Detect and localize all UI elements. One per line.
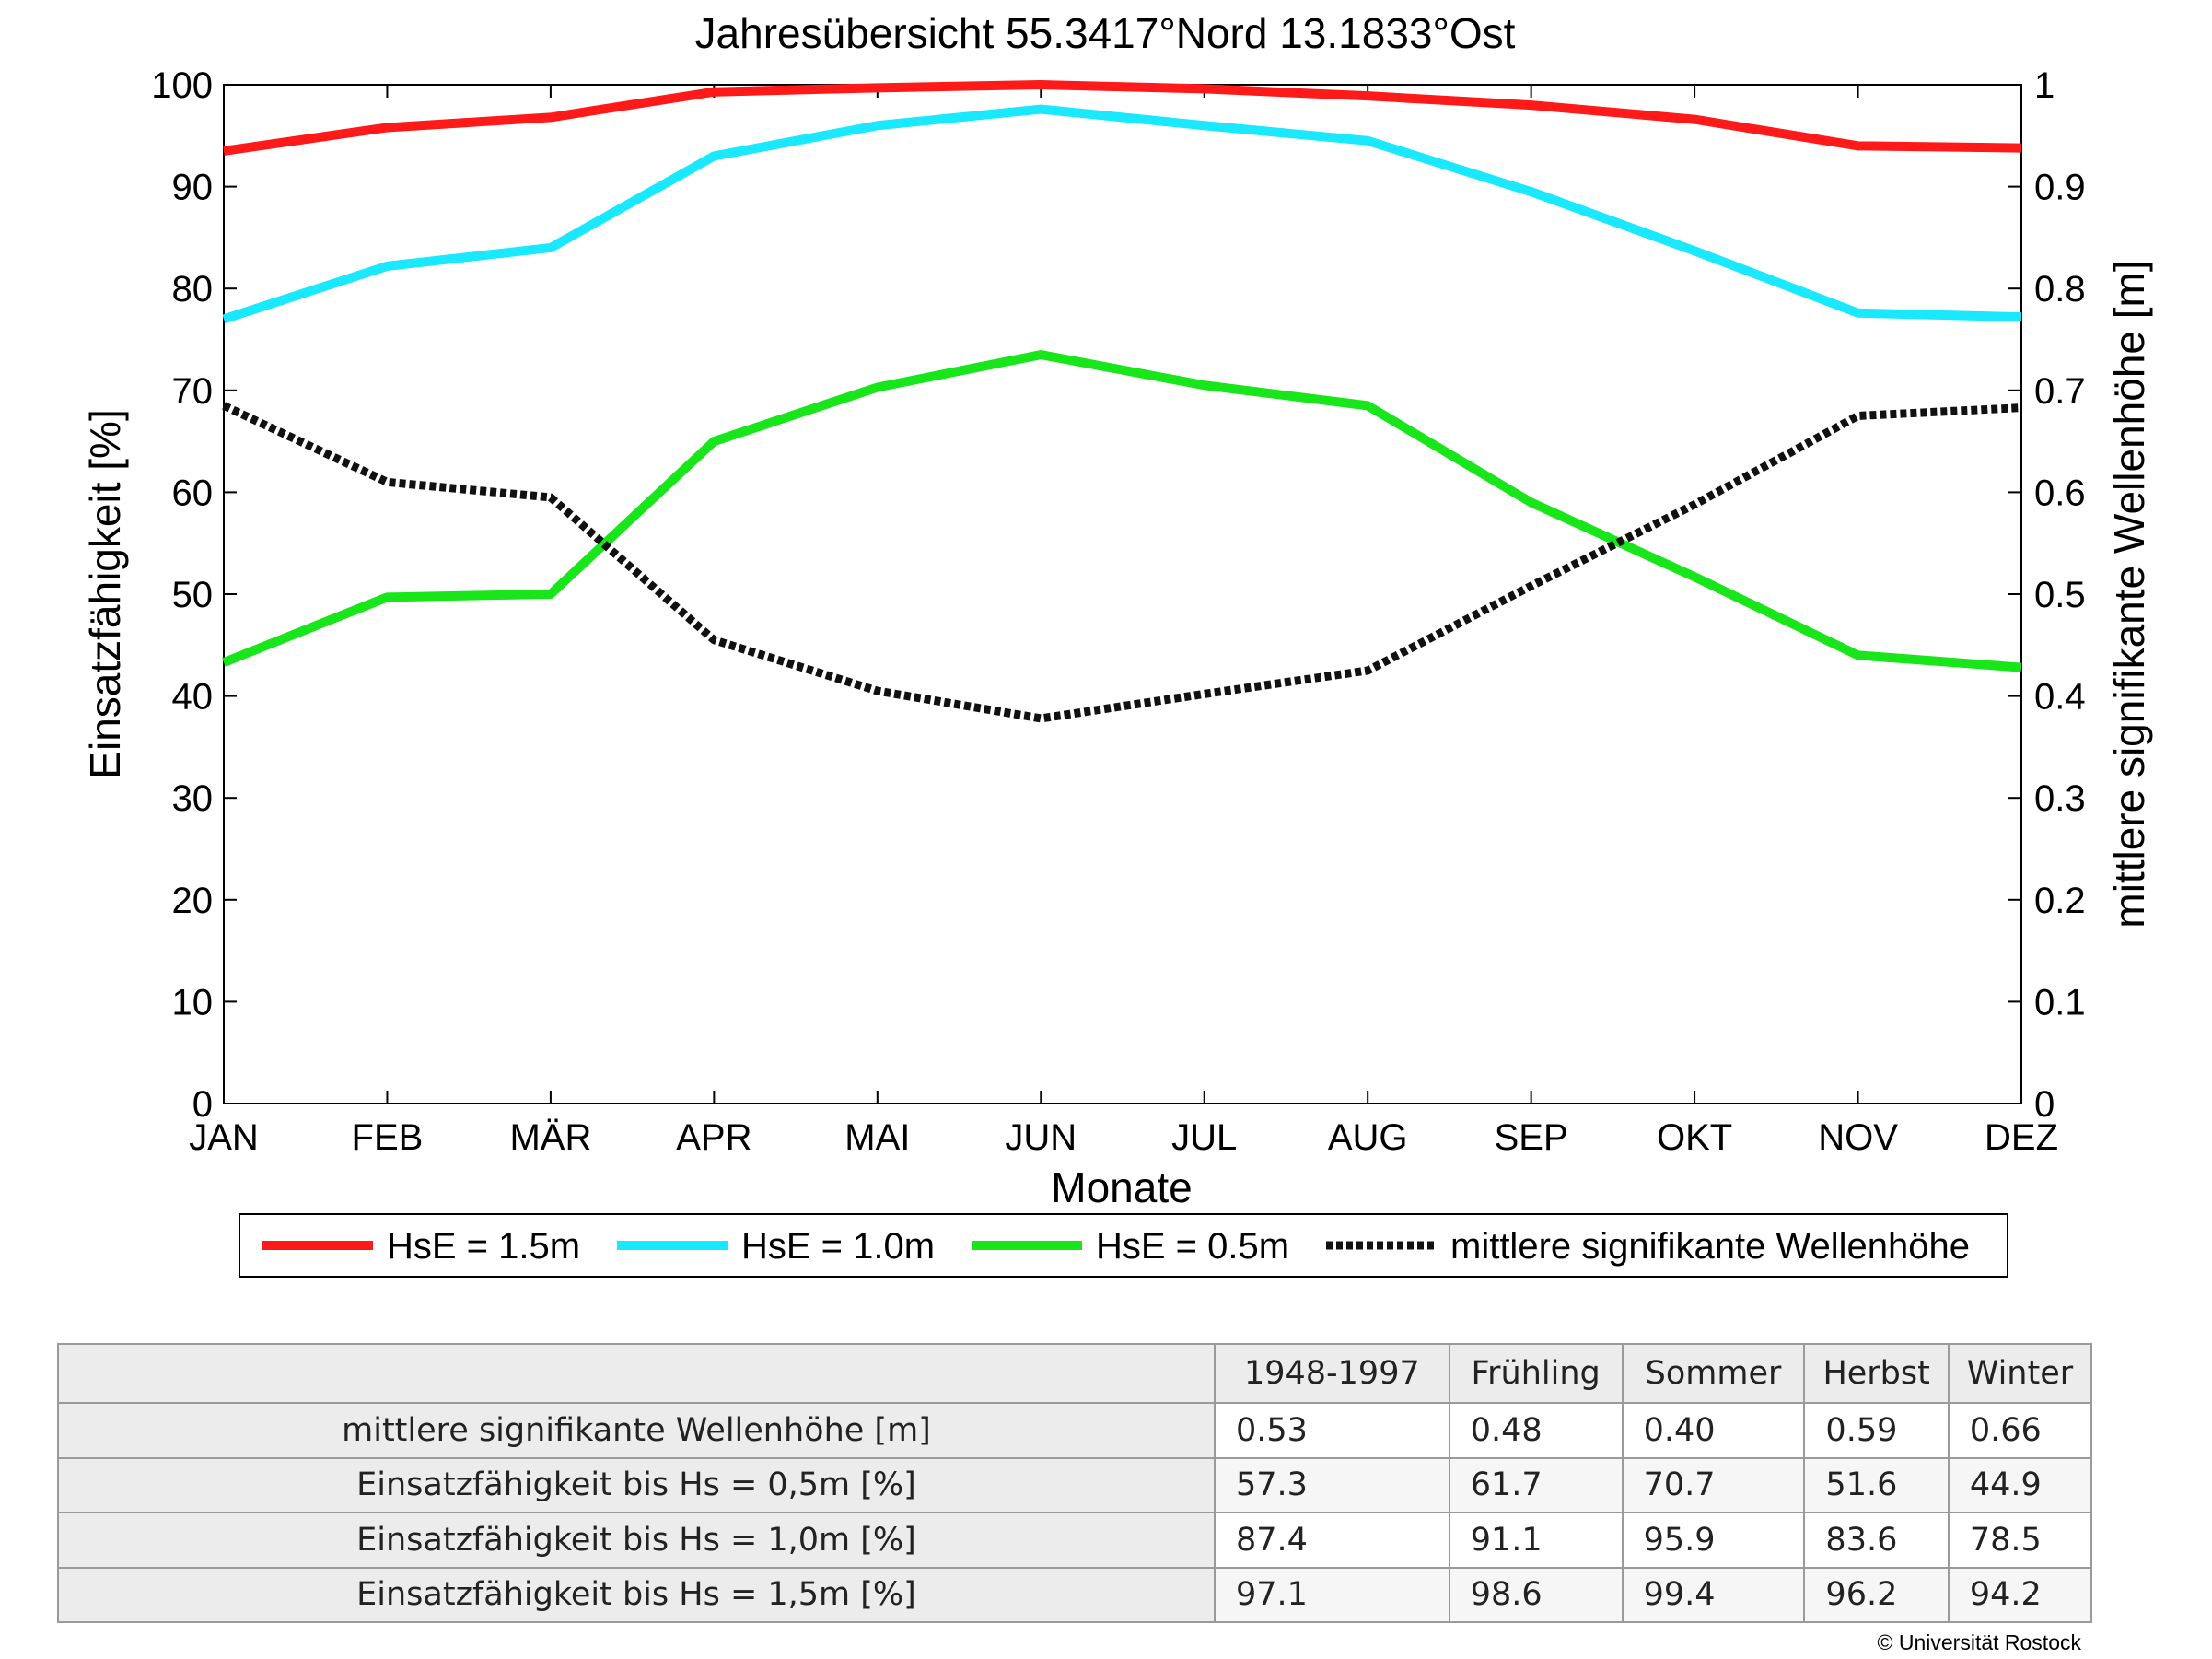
row-label: Einsatzfähigkeit bis Hs = 1,5m [%] [57,1566,1216,1623]
table-header-row: 1948-1997 Frühling Sommer Herbst Winter [57,1343,2093,1404]
y-tick-label: 50 [172,575,214,615]
table-cell: 95.9 [1621,1512,1806,1569]
y-tick-label: 60 [172,473,214,513]
y2-tick-label: 0.6 [2034,473,2086,513]
table-row: Einsatzfähigkeit bis Hs = 1,0m [%] 87.4 … [57,1512,2093,1569]
y2-tick-label: 0 [2034,1084,2055,1125]
chart: Jahresübersicht 55.3417°Nord 13.1833°Ost… [81,9,2153,1278]
table-cell: 0.66 [1947,1402,2093,1459]
table-header: Herbst [1803,1343,1950,1404]
table-cell: 96.2 [1803,1566,1950,1623]
series-line [222,350,2022,672]
chart-title: Jahresübersicht 55.3417°Nord 13.1833°Ost [695,9,1516,57]
table-header-corner [57,1343,1216,1404]
y-tick-label: 0 [192,1084,213,1125]
table-cell: 94.2 [1947,1566,2093,1623]
table-cell: 91.1 [1448,1512,1624,1569]
y-tick-label: 100 [151,65,213,106]
x-tick-label: OKT [1657,1117,1732,1158]
row-label: mittlere signifikante Wellenhöhe [m] [57,1402,1216,1459]
y2-tick-label: 0.3 [2034,778,2086,819]
y2-tick-label: 0.1 [2034,982,2086,1022]
table-row: Einsatzfähigkeit bis Hs = 0,5m [%] 57.3 … [57,1456,2093,1513]
legend-box [239,1213,2008,1278]
x-tick-label: DEZ [1985,1117,2058,1158]
table-header: Sommer [1621,1343,1806,1404]
x-axis-label: Monate [1051,1163,1192,1211]
row-label: Einsatzfähigkeit bis Hs = 0,5m [%] [57,1456,1216,1513]
y-tick-label: 90 [172,168,214,208]
table-cell: 44.9 [1947,1456,2093,1513]
row-label: Einsatzfähigkeit bis Hs = 1,0m [%] [57,1512,1216,1569]
table-cell: 0.59 [1803,1402,1950,1459]
x-tick-label: JUL [1171,1117,1237,1158]
x-tick-label: JUN [1005,1117,1077,1158]
x-tick-label: SEP [1495,1117,1568,1158]
table-header: 1948-1997 [1214,1343,1450,1404]
y-tick-label: 40 [172,677,214,718]
table-cell: 57.3 [1214,1456,1450,1513]
y2-axis-label: mittlere signifikante Wellenhöhe [m] [2105,260,2153,928]
table-row: mittlere signifikante Wellenhöhe [m] 0.5… [57,1402,2093,1459]
legend-label: HsE = 0.5m [1096,1226,1289,1267]
legend: HsE = 1.5m HsE = 1.0m HsE = 0.5m mittlere s… [239,1213,2008,1278]
axis-ticks: JAN FEB MÄR APR MAI JUN JUL AUG SEP OKT NOV DEZ0102… [151,65,2085,1158]
y2-tick-label: 1 [2034,65,2055,106]
table-cell: 97.1 [1214,1566,1450,1623]
table-cell: 78.5 [1947,1512,2093,1569]
x-tick-label: MAI [844,1117,910,1158]
x-tick-label: JAN [189,1117,259,1158]
table-header: Winter [1947,1343,2093,1404]
y-tick-label: 80 [172,269,214,310]
statistics-table: 1948-1997 Frühling Sommer Herbst Winter … [57,1343,2093,1623]
y-tick-label: 70 [172,371,214,412]
table-header: Frühling [1448,1343,1624,1404]
y-tick-label: 10 [172,982,214,1022]
table-cell: 51.6 [1803,1456,1950,1513]
x-tick-label: APR [676,1117,751,1158]
x-tick-label: NOV [1818,1117,1898,1158]
table-row: Einsatzfähigkeit bis Hs = 1,5m [%] 97.1 … [57,1566,2093,1623]
y-tick-label: 30 [172,778,214,819]
y2-tick-label: 0.7 [2034,371,2086,412]
table-cell: 98.6 [1448,1566,1624,1623]
series-layer [222,80,2022,723]
y-axis-label: Einsatzfähigkeit [%] [81,409,129,778]
table-cell: 83.6 [1803,1512,1950,1569]
table-cell: 0.48 [1448,1402,1624,1459]
table-cell: 87.4 [1214,1512,1450,1569]
legend-label: mittlere signifikante Wellenhöhe [1450,1226,1970,1267]
y2-tick-label: 0.2 [2034,881,2086,921]
legend-label: HsE = 1.0m [741,1226,935,1267]
y2-tick-label: 0.4 [2034,677,2086,718]
table-cell: 70.7 [1621,1456,1806,1513]
y-tick-label: 20 [172,881,214,921]
copyright-notice: © Universität Rostock [1877,1630,2081,1654]
series-line [222,104,2022,324]
series-line [222,402,2022,723]
table-cell: 61.7 [1448,1456,1624,1513]
table-cell: 99.4 [1621,1566,1806,1623]
x-tick-label: AUG [1328,1117,1408,1158]
x-tick-label: FEB [352,1117,424,1158]
y2-tick-label: 0.9 [2034,168,2086,208]
y2-tick-label: 0.5 [2034,575,2086,615]
legend-label: HsE = 1.5m [387,1226,580,1267]
y2-tick-label: 0.8 [2034,269,2086,310]
table-cell: 0.40 [1621,1402,1806,1459]
series-line [223,80,2022,156]
table-cell: 0.53 [1214,1402,1450,1459]
x-tick-label: MÄR [509,1117,591,1158]
